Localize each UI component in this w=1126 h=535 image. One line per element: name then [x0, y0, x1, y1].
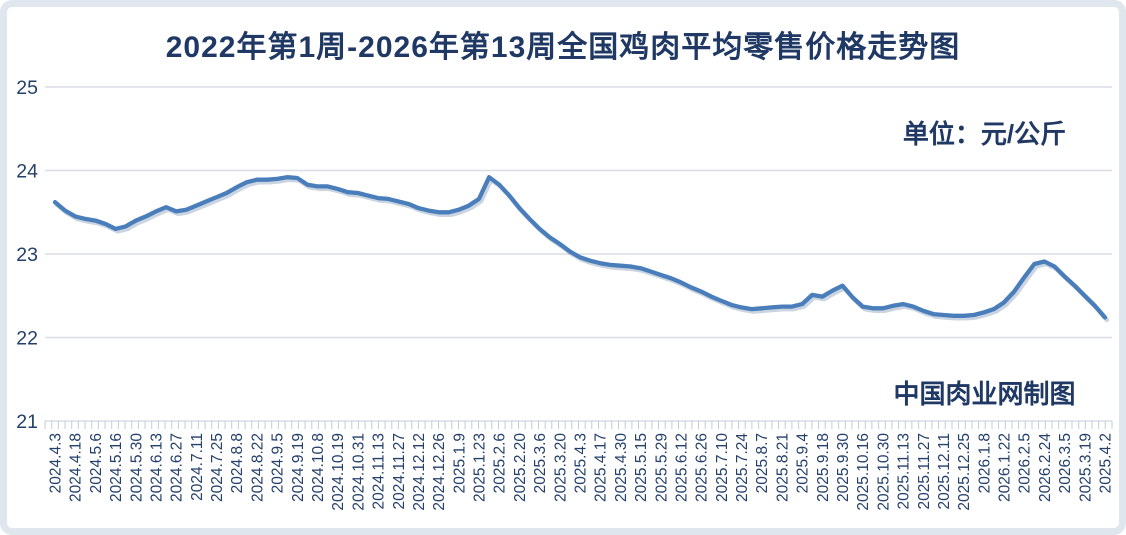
x-axis-tick-label: 2024.8.8 — [229, 433, 246, 493]
x-axis-tick-label: 2026.3.5 — [1057, 433, 1074, 493]
x-axis-tick-label: 2026.1.8 — [976, 433, 993, 493]
x-axis-tick-label: 2025.1.9 — [451, 433, 468, 493]
x-axis-tick-label: 2025.5.15 — [633, 433, 650, 502]
x-axis-tick-label: 2025.3.20 — [552, 433, 569, 502]
chart-title: 2022年第1周-2026年第13周全国鸡肉平均零售价格走势图 — [165, 31, 961, 64]
x-axis-tick-label: 2025.8.21 — [774, 433, 791, 502]
x-axis-tick-label: 2025.6.12 — [674, 433, 691, 502]
x-axis-tick-label: 2025.11.13 — [896, 433, 913, 509]
x-axis-tick-label: 2024.9.19 — [290, 433, 307, 502]
x-axis-tick-label: 2026.2.5 — [1017, 433, 1034, 493]
y-axis-tick-label: 23 — [16, 244, 38, 266]
x-axis-tick-label: 2024.7.11 — [189, 433, 206, 501]
x-axis-tick-label: 2024.4.3 — [48, 433, 65, 493]
x-axis-tick-label: 2025.9.4 — [795, 433, 812, 494]
price-line-shadow — [54, 177, 1110, 323]
x-axis-tick-label: 2025.10.16 — [855, 433, 872, 511]
price-line — [52, 175, 1108, 320]
x-axis-tick-label: 2024.12.26 — [431, 433, 448, 511]
x-axis-tick-label: 2025.5.29 — [653, 433, 670, 502]
x-axis-tick-label: 2025.4.17 — [593, 433, 610, 502]
x-axis-tick-label: 2024.6.27 — [169, 433, 186, 502]
y-axis-tick-label: 25 — [16, 77, 38, 99]
x-axis-tick-label: 2025.4.3 — [573, 433, 590, 493]
x-axis-tick-label: 2024.8.22 — [249, 433, 266, 502]
x-axis-tick-label: 2024.10.8 — [310, 433, 327, 502]
x-axis-tick-label: 2025.12.25 — [956, 433, 973, 511]
x-axis-tick-label: 2026.1.22 — [997, 433, 1014, 502]
x-axis-tick-label: 2024.9.5 — [270, 433, 287, 493]
x-axis-tick-label: 2024.5.6 — [88, 433, 105, 493]
x-axis-tick-label: 2025.7.24 — [734, 433, 751, 502]
x-axis-tick-label: 2025.3.6 — [532, 433, 549, 493]
x-axis-tick-label: 2025.6.26 — [694, 433, 711, 502]
x-axis-tick-label: 2024.5.30 — [128, 433, 145, 502]
y-axis-tick-label: 24 — [16, 161, 38, 183]
x-axis-tick-label: 2025.3.19 — [1077, 433, 1094, 502]
x-axis-tick-label: 2025.7.10 — [714, 433, 731, 502]
x-axis-tick-label: 2025.2.6 — [492, 433, 509, 493]
x-axis-tick-label: 2025.11.27 — [916, 433, 933, 509]
x-axis-tick-label: 2024.10.31 — [350, 433, 367, 511]
x-axis-tick-label: 2024.6.13 — [149, 433, 166, 502]
x-axis-tick-label: 2025.1.23 — [472, 433, 489, 502]
x-axis-tick-label: 2025.4.2 — [1098, 433, 1115, 493]
x-axis-tick-label: 2025.9.30 — [835, 433, 852, 502]
y-axis-tick-label: 22 — [16, 328, 38, 350]
x-axis-tick-label: 2024.4.18 — [68, 433, 85, 502]
y-axis-tick-label: 21 — [16, 411, 38, 433]
x-axis-tick-label: 2025.12.11 — [936, 433, 953, 509]
x-axis-tick-label: 2026.2.24 — [1037, 433, 1054, 502]
x-axis-tick-label: 2024.5.16 — [108, 433, 125, 502]
x-axis-tick-label: 2024.10.19 — [330, 433, 347, 511]
x-axis-tick-label: 2024.11.27 — [391, 433, 408, 509]
unit-label: 单位：元/公斤 — [902, 119, 1067, 149]
x-axis-tick-marks — [44, 421, 1113, 429]
x-axis-tick-label: 2024.11.13 — [371, 433, 388, 509]
x-axis-tick-label: 2025.4.30 — [613, 433, 630, 502]
credit-watermark: 中国肉业网制图 — [893, 379, 1076, 409]
x-axis-tick-label: 2025.9.18 — [815, 433, 832, 502]
x-axis-tick-label: 2025.2.20 — [512, 433, 529, 502]
x-axis-tick-label: 2025.10.30 — [875, 433, 892, 511]
x-axis-tick-label: 2024.12.12 — [411, 433, 428, 511]
x-axis-tick-label: 2024.7.25 — [209, 433, 226, 502]
x-axis-tick-label: 2025.8.7 — [754, 433, 771, 493]
